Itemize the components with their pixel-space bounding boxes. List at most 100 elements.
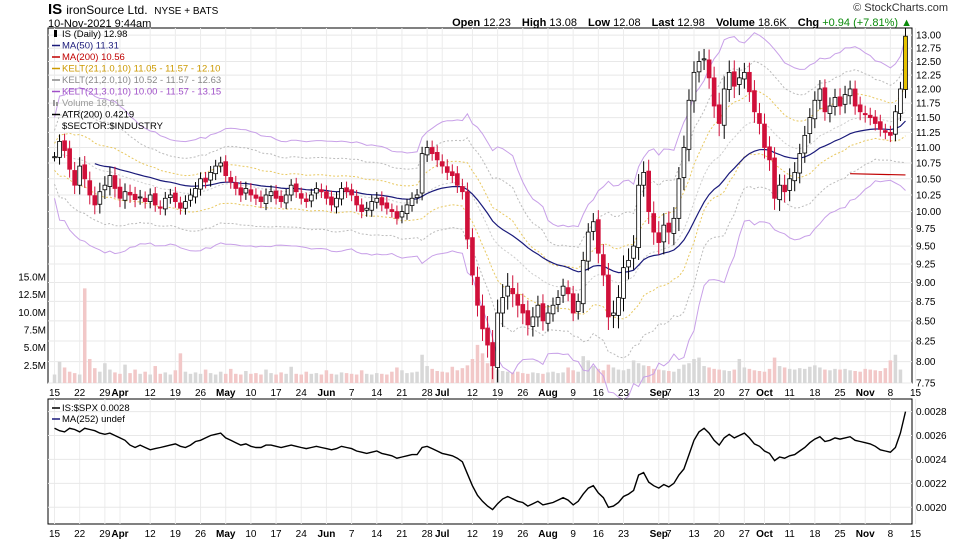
candle — [102, 176, 108, 200]
candle-body — [731, 71, 737, 87]
volume-bar — [349, 373, 354, 383]
candle — [268, 185, 274, 203]
candle — [711, 66, 717, 118]
volume-bar — [264, 369, 268, 383]
volume-bar — [526, 373, 530, 383]
volume-bar — [833, 368, 837, 383]
candle — [303, 192, 309, 208]
candle — [399, 205, 405, 224]
candle-body — [329, 196, 334, 206]
price-tick-label: 9.00 — [916, 278, 936, 289]
candle-body — [515, 294, 521, 306]
volume-bar — [82, 288, 87, 383]
keltner-lower-1 — [54, 135, 906, 320]
candle-body — [706, 59, 712, 79]
candle-body — [550, 304, 556, 315]
volume-bar — [757, 370, 762, 383]
volume-bar — [626, 368, 631, 383]
volume-bar — [168, 374, 173, 383]
volume-bar — [153, 366, 157, 383]
legend-label: $SECTOR:$INDUSTRY — [62, 121, 164, 132]
brand-logo[interactable]: © StockCharts.com — [853, 2, 948, 14]
candle-body — [877, 121, 883, 130]
lower-gridlines — [48, 399, 917, 524]
candle — [424, 140, 430, 162]
x-tick-label: 12 — [145, 388, 157, 399]
candle-body — [444, 166, 450, 173]
volume-bar — [465, 365, 470, 383]
candle-body — [82, 164, 88, 180]
candle — [475, 266, 480, 317]
candle-body — [757, 113, 762, 124]
candle — [611, 300, 616, 329]
candle-body — [67, 148, 72, 170]
volume-bar — [777, 366, 782, 383]
candle — [52, 152, 57, 162]
candle-body — [303, 198, 309, 202]
candle-body — [324, 191, 329, 199]
volume-bar — [395, 367, 399, 383]
volume-bar — [143, 371, 147, 383]
candle — [872, 110, 878, 131]
candle — [67, 140, 72, 178]
volume-bar — [329, 373, 334, 383]
volume-bar — [621, 370, 626, 383]
volume-tick-label: 2.5M — [24, 361, 46, 372]
volume-bar — [369, 374, 374, 383]
volume-bar — [405, 373, 409, 383]
candle-body — [293, 183, 299, 193]
change-label: Chg — [797, 17, 820, 29]
x-tick-label: 25 — [834, 529, 846, 540]
volume-bar — [339, 372, 344, 383]
candle — [893, 104, 898, 142]
candle — [137, 189, 143, 205]
candle — [62, 133, 67, 158]
candle-body — [827, 105, 833, 114]
candle-body — [465, 191, 470, 240]
candle-body — [540, 303, 546, 322]
candle-body — [354, 195, 359, 206]
candle — [334, 191, 339, 214]
candle-body — [857, 104, 863, 113]
volume-bar — [561, 372, 565, 383]
candle-body — [152, 193, 158, 206]
volume-bar — [188, 373, 193, 383]
candle — [223, 155, 229, 183]
candle — [248, 183, 254, 202]
open-value: 12.23 — [483, 17, 511, 29]
candle — [97, 182, 103, 214]
candle-body — [97, 191, 103, 205]
candle — [666, 211, 672, 245]
volume-bar — [244, 370, 248, 383]
legend-swatch — [54, 30, 57, 37]
x-tick-label: Aug — [538, 529, 557, 540]
volume-bar — [228, 368, 233, 383]
candle-body — [137, 196, 143, 199]
candle — [183, 195, 188, 215]
candle-body — [208, 172, 213, 181]
candle — [621, 255, 626, 312]
candle — [535, 295, 541, 327]
volume-bar — [309, 373, 314, 383]
candle-body — [883, 130, 888, 133]
candle-body — [87, 180, 93, 196]
volume-tick-label: 10.0M — [18, 308, 46, 319]
volume-bar — [651, 368, 656, 383]
volume-bar — [344, 373, 349, 383]
volume-bar — [863, 368, 867, 383]
low-label: Low — [588, 17, 611, 29]
candle-body — [309, 194, 314, 202]
candle — [87, 171, 93, 205]
price-tick-label: 10.00 — [916, 207, 941, 218]
candle-body — [223, 161, 229, 176]
x-tick-label: 14 — [371, 388, 383, 399]
volume-bar — [173, 370, 178, 383]
price-tick-label: 10.50 — [916, 174, 941, 185]
candle-body — [565, 287, 571, 295]
candle-body — [737, 77, 742, 85]
candle — [324, 185, 329, 205]
x-tick-label: 16 — [593, 388, 605, 399]
volume-bar — [158, 373, 163, 383]
volume-bar — [198, 373, 203, 383]
